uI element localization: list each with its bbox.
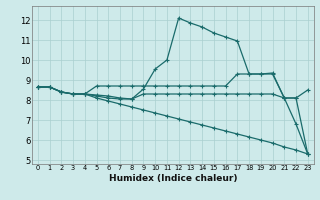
X-axis label: Humidex (Indice chaleur): Humidex (Indice chaleur) <box>108 174 237 183</box>
